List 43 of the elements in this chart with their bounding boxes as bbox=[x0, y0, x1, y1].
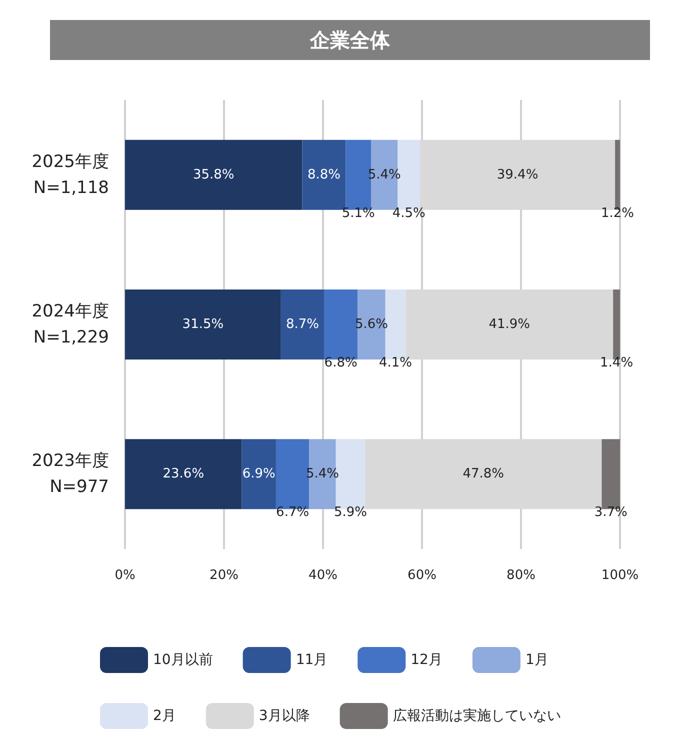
data-label: 4.1% bbox=[379, 356, 412, 370]
bar bbox=[125, 290, 281, 360]
x-tick-label: 20% bbox=[210, 568, 238, 583]
y-tick-label: 2025年度 N=1,118 bbox=[32, 152, 109, 198]
legend-label: 1月 bbox=[525, 652, 548, 668]
x-tick-label: 40% bbox=[308, 568, 338, 583]
data-label: 4.5% bbox=[392, 206, 426, 221]
data-label: 41.9% bbox=[488, 317, 530, 332]
y-tick-label: 2024年度 N=1,229 bbox=[32, 302, 109, 348]
data-label: 6.8% bbox=[324, 356, 358, 370]
legend-label: 3月以降 bbox=[258, 708, 310, 724]
x-tick-label: 80% bbox=[506, 568, 536, 583]
data-label: 6.7% bbox=[276, 505, 310, 520]
data-label: 3.7% bbox=[594, 505, 628, 520]
x-tick-label: 0% bbox=[114, 568, 136, 583]
legend-label: 10月以前 bbox=[153, 652, 213, 668]
legend-label: 2月 bbox=[153, 708, 176, 724]
data-label: 5.9% bbox=[334, 505, 367, 520]
data-label: 1.2% bbox=[601, 206, 634, 221]
data-label: 6.9% bbox=[242, 466, 276, 482]
data-label: 8.8% bbox=[307, 167, 341, 182]
legend-label: 広報活動は実施していない bbox=[392, 708, 561, 724]
data-label: 47.8% bbox=[462, 466, 504, 482]
bar bbox=[125, 140, 302, 210]
data-label: 8.7% bbox=[286, 317, 319, 332]
y-tick-label: 2023年度 N=977 bbox=[32, 451, 109, 498]
chart-title: 企業全体 bbox=[309, 28, 391, 52]
data-label: 23.6% bbox=[162, 466, 204, 482]
x-tick-label: 60% bbox=[408, 568, 436, 583]
x-tick-label: 100% bbox=[601, 568, 639, 583]
data-label: 1.4% bbox=[600, 356, 634, 370]
data-label: 5.1% bbox=[342, 206, 375, 221]
data-label: 5.6% bbox=[354, 317, 388, 332]
bar bbox=[280, 290, 324, 360]
data-label: 5.4% bbox=[368, 167, 401, 182]
data-label: 31.5% bbox=[182, 317, 224, 332]
data-label: 35.8% bbox=[192, 167, 234, 182]
legend-label: 11月 bbox=[296, 652, 328, 668]
data-label: 39.4% bbox=[496, 167, 538, 182]
bar bbox=[242, 439, 276, 510]
bar bbox=[125, 439, 242, 510]
data-label: 5.4% bbox=[306, 466, 340, 482]
legend-label: 12月 bbox=[410, 652, 442, 668]
